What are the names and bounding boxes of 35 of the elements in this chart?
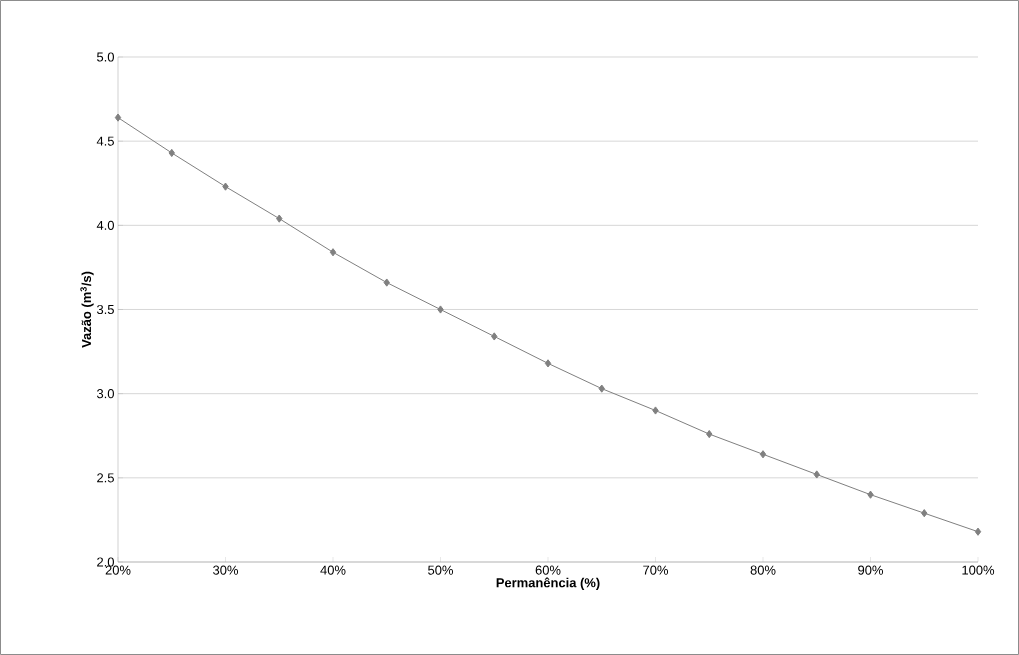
point — [652, 406, 659, 415]
point — [491, 332, 498, 341]
point — [168, 148, 175, 158]
y-tick-label: 4.5 — [96, 136, 114, 146]
y-axis-title: Vazão (m$^{3}$/s) — [80, 271, 94, 348]
point — [544, 359, 552, 368]
point — [383, 278, 390, 287]
y-tick-label: 2.0 — [97, 557, 114, 567]
point — [921, 509, 928, 518]
point — [974, 527, 982, 536]
point — [813, 470, 820, 479]
point — [706, 429, 713, 439]
point — [276, 214, 283, 223]
point — [114, 113, 122, 122]
x-tick-label: 60% — [535, 565, 561, 575]
x-tick-label: 20% — [105, 565, 131, 575]
y-tick-label: 3.0 — [96, 389, 114, 399]
x-axis-title: Permanência (%) — [496, 577, 600, 590]
y-tick-label: 4.0 — [96, 220, 114, 230]
point — [867, 490, 874, 499]
x-tick-label: 100% — [962, 565, 995, 575]
x-tick-label: 80% — [750, 565, 776, 575]
point — [759, 450, 767, 459]
point — [329, 248, 337, 257]
point — [437, 305, 444, 314]
x-tick-label: 50% — [428, 565, 454, 575]
y-tick-label: 5.0 — [96, 52, 114, 62]
point — [598, 384, 605, 393]
x-tick-label: 30% — [213, 565, 239, 575]
x-tick-label: 90% — [858, 565, 884, 575]
x-tick-label: 70% — [643, 565, 669, 575]
y-tick-label: 2.5 — [97, 473, 114, 483]
point — [222, 182, 229, 191]
x-tick-label: 40% — [320, 565, 346, 575]
y-tick-label: 3.5 — [96, 304, 114, 315]
